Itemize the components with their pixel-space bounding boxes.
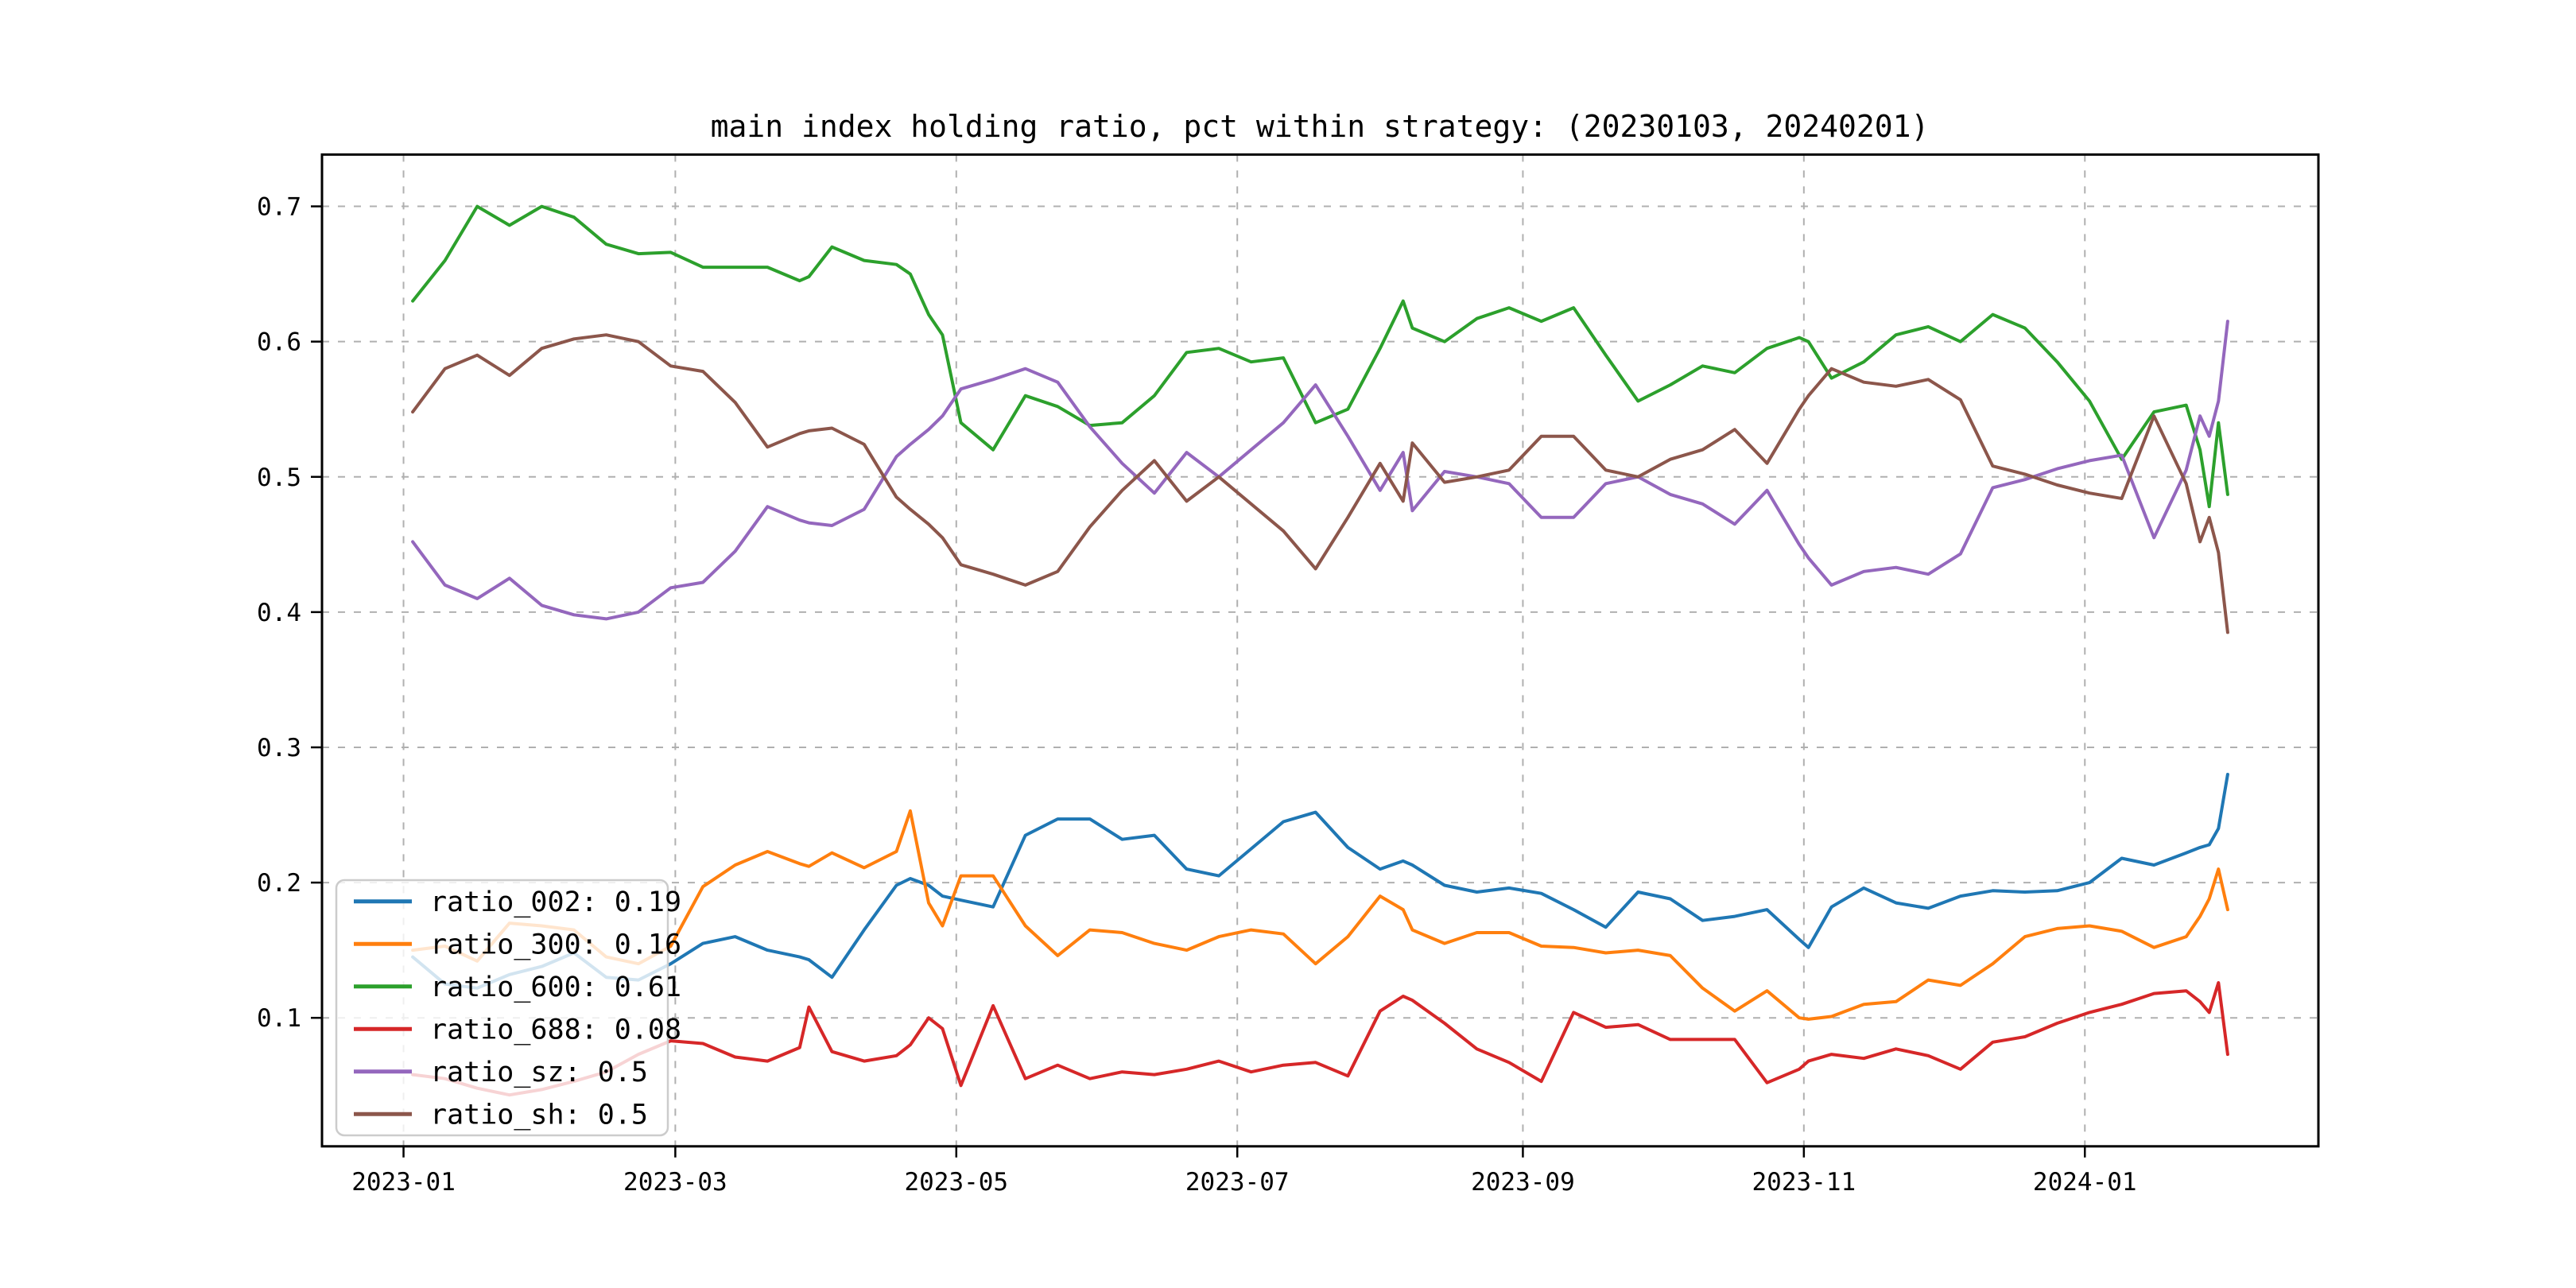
x-tick-label: 2023-11 [1752,1168,1856,1197]
data-series [411,204,2229,1097]
x-tick-label: 2023-03 [623,1168,727,1197]
series-line-ratio_688 [411,981,2229,1097]
series-line-ratio_600 [411,204,2229,509]
series-line-ratio_sz [411,320,2229,621]
y-tick-label: 0.2 [257,869,301,898]
axis-ticks: 0.1 0.2 0.3 0.4 0.5 0.6 0.7 2023-01 2023-03 2023-… [257,193,2137,1197]
legend-item: ratio_300: 0.16 [354,929,681,960]
x-tick-label: 2024-01 [2033,1168,2137,1197]
legend-label: ratio_sh: 0.5 [430,1099,648,1131]
legend-item: ratio_600: 0.61 [354,972,681,1003]
legend-label: ratio_600: 0.61 [430,972,681,1003]
x-tick-label: 2023-07 [1185,1168,1290,1197]
grid-lines [322,154,2318,1146]
y-tick-label: 0.4 [257,599,301,627]
plot-border [320,153,2320,1148]
y-tick-label: 0.3 [257,734,301,762]
axes-spines [320,153,2320,1148]
legend-label: ratio_688: 0.08 [430,1014,681,1046]
legend-item: ratio_sz: 0.5 [354,1057,648,1088]
legend-label: ratio_002: 0.19 [430,886,681,918]
y-tick-label: 0.6 [257,328,301,357]
legend-item: ratio_688: 0.08 [354,1014,681,1046]
legend-label: ratio_sz: 0.5 [430,1057,648,1088]
legend-box: ratio_002: 0.19 ratio_300: 0.16 ratio_600:… [335,879,681,1137]
legend-frame [335,879,669,1137]
legend-item: ratio_sh: 0.5 [354,1099,648,1131]
y-tick-label: 0.7 [257,193,301,222]
y-tick-label: 0.5 [257,464,301,492]
chart-title: main index holding ratio, pct within str… [711,109,1930,144]
series-line-ratio_sh [411,333,2229,634]
x-tick-label: 2023-01 [351,1168,456,1197]
x-tick-label: 2023-09 [1471,1168,1575,1197]
series-line-ratio_002 [411,773,2229,990]
legend-item: ratio_002: 0.19 [354,886,681,918]
series-line-ratio_300 [411,809,2229,1021]
legend-label: ratio_300: 0.16 [430,929,681,960]
x-tick-label: 2023-05 [904,1168,1008,1197]
y-tick-label: 0.1 [257,1004,301,1033]
